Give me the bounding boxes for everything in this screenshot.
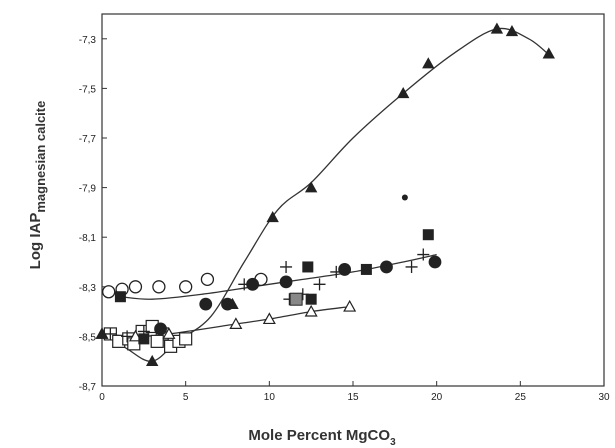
data-point-open-triangle [229,317,243,329]
data-point-filled-triangle [505,25,519,37]
data-point-filled-square [422,229,434,241]
plot-frame [101,13,605,387]
y-axis-title-sub: magnesian calcite [33,101,48,213]
data-point-open-triangle [343,299,357,312]
y-tick-label: -8,7 [79,382,97,393]
data-point-plus [121,330,134,343]
data-point-filled-square [360,263,372,275]
data-point-filled-square [305,293,317,305]
data-point-filled-triangle [542,47,555,59]
y-tick-label: -7,9 [79,184,97,195]
data-point-filled-triangle [226,297,239,309]
data-point-filled-triangle [146,354,159,367]
x-tick-label: 0 [99,392,105,403]
data-point-open-circle [128,280,143,294]
data-point-plus [280,260,293,273]
x-tick-label: 5 [183,392,189,403]
x-tick-label: 30 [598,392,610,403]
y-axis-title: Log IAPmagnesian calcite [27,101,48,270]
y-tick-label: -8,5 [79,332,97,343]
y-tick-label: -8,1 [79,233,97,244]
y-tick-label: -7,7 [79,134,97,145]
fit-curves [101,27,551,362]
data-point-plus [104,327,117,340]
data-point-filled-circle [338,263,352,276]
x-axis-title: Mole Percent MgCO3 [248,427,396,448]
x-tick-label: 25 [515,392,527,403]
data-point-filled-circle [246,277,260,291]
fit-curve-trend [120,253,437,300]
data-point-plus [313,278,326,291]
y-tick-label: -7,5 [79,84,97,95]
data-point-filled-circle [199,297,213,311]
x-tick-label: 15 [347,392,359,403]
x-tick-label: 20 [431,392,443,403]
y-tick-label: -7,3 [79,35,97,46]
data-point-filled-triangle [422,57,435,69]
data-point-open-triangle [304,304,318,317]
data-point-plus [405,260,418,273]
data-point-open-square [150,334,164,348]
data-point-plus [417,248,430,261]
x-axis-title-sub: 3 [390,437,396,448]
data-point-filled-square [114,291,126,303]
data-point-open-triangle [162,327,176,339]
data-point-filled-circle [380,260,393,274]
data-point-open-square [179,332,193,346]
data-point-small-dot [401,194,408,201]
data-point-filled-triangle [490,22,504,34]
data-point-filled-circle [154,322,167,336]
data-point-filled-square [138,333,150,345]
y-axis-title-main: Log IAP [27,213,44,270]
fit-curve-filled-triangle [101,27,551,362]
data-point-filled-square [302,261,314,273]
data-point-filled-triangle [266,211,279,223]
data-point-open-circle [200,272,215,287]
data-markers [95,22,555,367]
data-point-filled-circle [279,275,293,289]
x-axis-title-main: Mole Percent MgCO [248,427,390,444]
x-tick-label: 10 [264,392,276,403]
data-point-filled-triangle [95,327,109,339]
data-point-filled-triangle [397,87,410,99]
data-point-open-circle [102,285,116,299]
data-point-open-circle [152,280,166,294]
data-point-gray-square [289,292,303,306]
data-point-open-triangle [262,312,276,325]
y-tick-label: -8,3 [79,283,97,294]
data-point-filled-triangle [304,181,318,193]
data-point-filled-circle [428,255,442,269]
data-point-open-circle [179,280,193,294]
